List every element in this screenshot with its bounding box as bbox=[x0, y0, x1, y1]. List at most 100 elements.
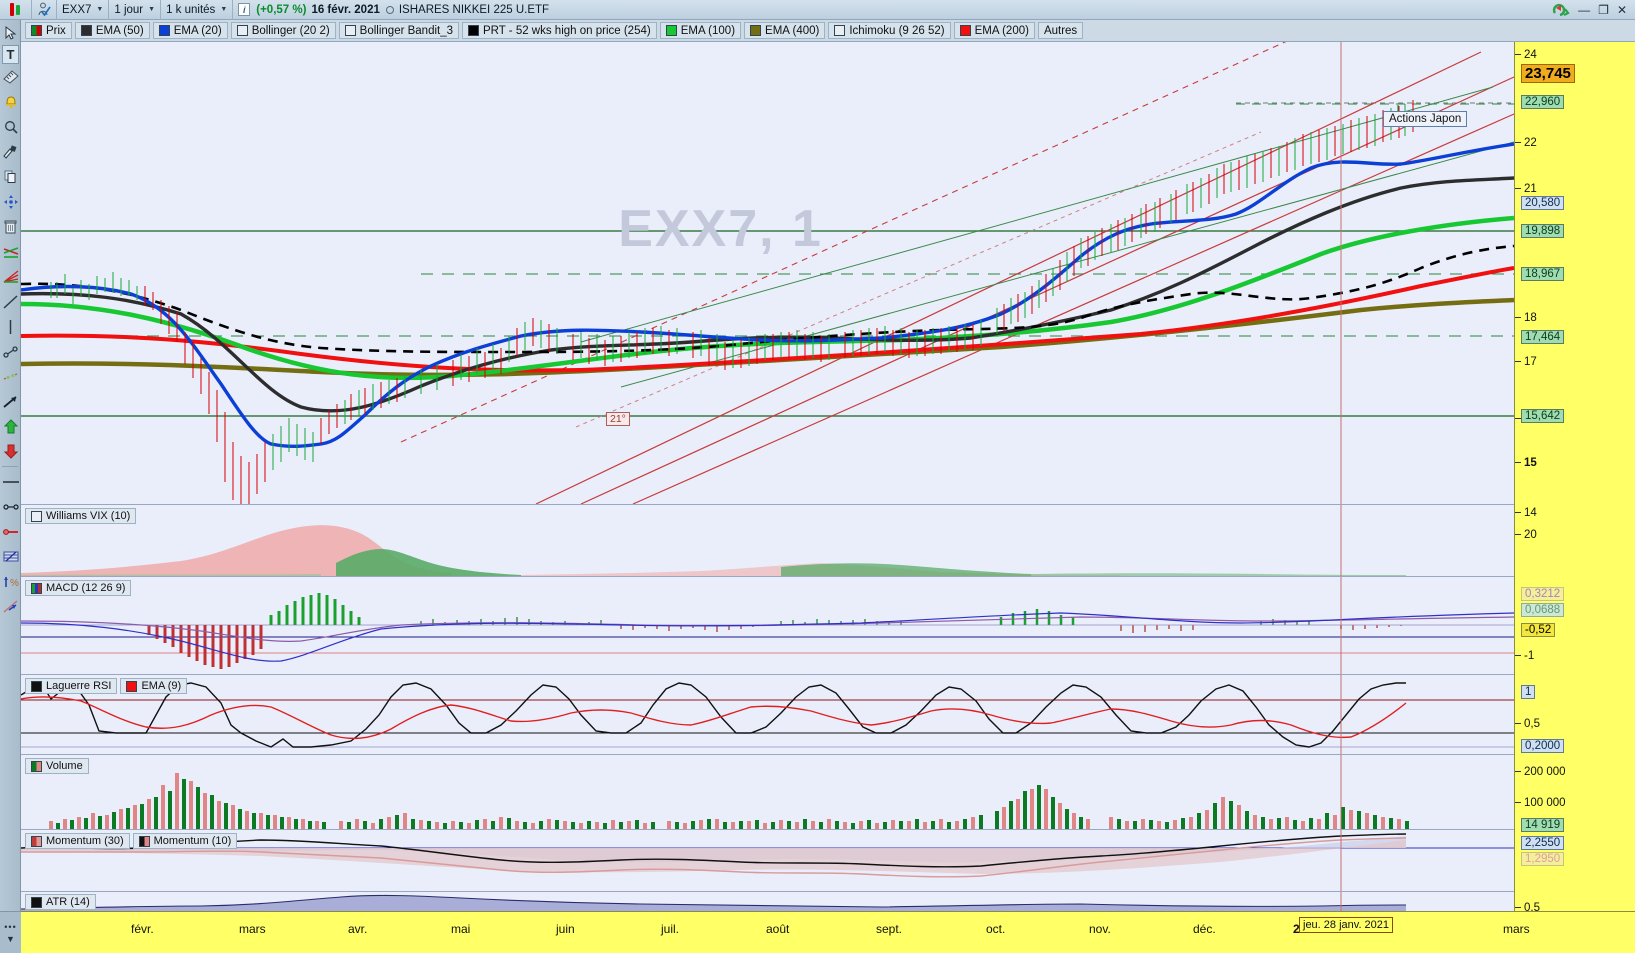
macd-plot bbox=[21, 577, 1514, 674]
panel-volume[interactable]: Volume bbox=[21, 754, 1514, 829]
info-icon[interactable]: i bbox=[238, 3, 251, 16]
time-tick: mars bbox=[1503, 922, 1530, 936]
panel-momentum[interactable]: Momentum (30) Momentum (10) bbox=[21, 829, 1514, 891]
price-tag-level[interactable]: 20,580 bbox=[1521, 196, 1565, 210]
atr-area bbox=[21, 895, 1406, 911]
segment-icon[interactable] bbox=[0, 339, 21, 364]
fibonacci-icon[interactable] bbox=[0, 544, 21, 569]
legend-item-ichimoku[interactable]: Ichimoku (9 26 52) bbox=[828, 22, 951, 39]
trendline-icon[interactable] bbox=[0, 289, 21, 314]
legend-item-autres[interactable]: Autres bbox=[1037, 22, 1084, 39]
price-tag-level[interactable]: 17,464 bbox=[1521, 330, 1565, 344]
indicator-label: MACD (12 26 9) bbox=[46, 582, 126, 594]
macd-tag-macd[interactable]: 0,0688 bbox=[1521, 603, 1565, 617]
legend-item-bollinger[interactable]: Bollinger (20 2) bbox=[230, 22, 336, 39]
macd-tick: -1 bbox=[1515, 650, 1534, 662]
atr-plot bbox=[21, 892, 1407, 911]
horizontal-line-icon[interactable] bbox=[0, 469, 21, 494]
legend-item-ema200[interactable]: EMA (200) bbox=[953, 22, 1035, 39]
momentum-tag-30[interactable]: 2,2550 bbox=[1521, 836, 1565, 850]
alert-bell-icon[interactable] bbox=[0, 89, 21, 114]
time-axis[interactable]: févr. mars avr. mai juin juil. août sept… bbox=[21, 911, 1635, 953]
rsi-tag-top[interactable]: 1 bbox=[1521, 685, 1536, 699]
fan-lines-icon[interactable] bbox=[0, 264, 21, 289]
panel-label-volume[interactable]: Volume bbox=[25, 758, 89, 774]
price-tick: 17 bbox=[1515, 356, 1537, 368]
legend-item-prix[interactable]: Prix bbox=[25, 22, 72, 39]
panel-williams-vix[interactable]: Williams VIX (10) bbox=[21, 504, 1514, 576]
units-selector[interactable]: 1 k unités ▼ bbox=[161, 0, 234, 20]
price-tag-level[interactable]: 18,967 bbox=[1521, 267, 1565, 281]
macd-tag-hist[interactable]: -0,52 bbox=[1521, 623, 1556, 637]
chart-type-icon[interactable] bbox=[0, 0, 32, 20]
settings-tools-icon[interactable] bbox=[0, 139, 21, 164]
minimize-button[interactable]: — bbox=[1578, 3, 1591, 17]
indicator-label: Williams VIX (10) bbox=[46, 510, 131, 522]
legend-item-52wks-high[interactable]: PRT - 52 wks high on price (254) bbox=[462, 22, 657, 39]
color-swatch-icon bbox=[959, 25, 971, 36]
legend-label: PRT - 52 wks high on price (254) bbox=[483, 24, 651, 37]
chevron-down-icon[interactable]: ▼ bbox=[6, 933, 15, 944]
channel-lines-icon[interactable] bbox=[0, 239, 21, 264]
time-tick: août bbox=[766, 922, 790, 936]
arrow-up-right-icon[interactable] bbox=[0, 389, 21, 414]
percent-tool-icon[interactable]: % bbox=[0, 569, 21, 594]
move-icon[interactable] bbox=[0, 189, 21, 214]
dotted-line-icon[interactable] bbox=[0, 364, 21, 389]
refresh-icon[interactable] bbox=[1552, 3, 1570, 17]
zoom-icon[interactable] bbox=[0, 114, 21, 139]
ruler-icon[interactable] bbox=[0, 64, 21, 89]
momentum30-line bbox=[21, 833, 1407, 868]
close-button[interactable]: ✕ bbox=[1616, 3, 1627, 17]
legend-item-ema400[interactable]: EMA (400) bbox=[744, 22, 826, 39]
cursor-icon[interactable] bbox=[0, 20, 21, 45]
angle-tool-icon[interactable] bbox=[0, 594, 21, 619]
symbol-selector[interactable]: EXX7 ▼ bbox=[57, 0, 110, 20]
rsi-tag-level[interactable]: 0,2000 bbox=[1521, 739, 1565, 753]
horizontal-segment-icon[interactable] bbox=[0, 494, 21, 519]
legend-item-ema50[interactable]: EMA (50) bbox=[74, 22, 150, 39]
panel-atr[interactable]: ATR (14) bbox=[21, 891, 1514, 911]
price-level-icon[interactable] bbox=[0, 519, 21, 544]
arrow-up-green-icon[interactable] bbox=[0, 414, 21, 439]
panel-laguerre-rsi[interactable]: Laguerre RSI EMA (9) bbox=[21, 674, 1514, 754]
units-label: 1 k unités bbox=[166, 3, 216, 16]
timeframe-selector[interactable]: 1 jour ▼ bbox=[109, 0, 162, 20]
price-scale[interactable]: 24 22 21 18 17 16 15 14 23,745 22,960 20… bbox=[1514, 42, 1635, 936]
annotation-angle-21[interactable]: 21° bbox=[606, 412, 630, 426]
price-tag-level[interactable]: 19,898 bbox=[1521, 224, 1565, 238]
indicator-picker-icon[interactable] bbox=[32, 0, 57, 20]
text-tool-icon[interactable]: T bbox=[2, 45, 19, 64]
momentum-tag-10[interactable]: 1,2950 bbox=[1521, 852, 1565, 866]
price-tag-level[interactable]: 15,642 bbox=[1521, 409, 1565, 423]
legend-label: EMA (200) bbox=[974, 24, 1029, 37]
trend-channel-upper bbox=[535, 51, 1482, 504]
panel-label-momentum[interactable]: Momentum (30) Momentum (10) bbox=[25, 833, 238, 849]
chart-canvas[interactable]: EXX7, 1 bbox=[21, 42, 1514, 911]
legend-item-ema20[interactable]: EMA (20) bbox=[152, 22, 228, 39]
legend-label: EMA (100) bbox=[680, 24, 736, 37]
panel-label-atr[interactable]: ATR (14) bbox=[25, 894, 96, 910]
vertical-line-icon[interactable] bbox=[0, 314, 21, 339]
panel-label-williams-vix[interactable]: Williams VIX (10) bbox=[25, 508, 137, 524]
more-options-icon[interactable]: ••• bbox=[4, 921, 17, 932]
volume-tag-last[interactable]: 14 919 bbox=[1521, 818, 1565, 832]
copy-icon[interactable] bbox=[0, 164, 21, 189]
panel-macd[interactable]: MACD (12 26 9) bbox=[21, 576, 1514, 674]
color-swatch-icon bbox=[750, 25, 762, 36]
timeaxis-corner[interactable]: ••• ▼ bbox=[0, 911, 21, 953]
momentum10-line bbox=[21, 837, 1407, 878]
legend-item-ema100[interactable]: EMA (100) bbox=[659, 22, 742, 39]
panel-label-laguerre-rsi[interactable]: Laguerre RSI EMA (9) bbox=[25, 678, 188, 694]
maximize-button[interactable]: ❐ bbox=[1598, 3, 1609, 17]
annotation-actions-japon[interactable]: Actions Japon bbox=[1383, 111, 1468, 127]
price-tag-level[interactable]: 22,960 bbox=[1521, 95, 1565, 109]
price-tag-last[interactable]: 23,745 bbox=[1521, 64, 1575, 83]
arrow-down-red-icon[interactable] bbox=[0, 439, 21, 464]
panel-price[interactable]: EXX7, 1 bbox=[21, 42, 1514, 504]
indicator-label: EMA (9) bbox=[141, 680, 182, 692]
legend-item-bollinger-bandit[interactable]: Bollinger Bandit_3 bbox=[338, 22, 460, 39]
panel-label-macd[interactable]: MACD (12 26 9) bbox=[25, 580, 132, 596]
trash-icon[interactable] bbox=[0, 214, 21, 239]
macd-tag-signal[interactable]: 0,3212 bbox=[1521, 587, 1565, 601]
